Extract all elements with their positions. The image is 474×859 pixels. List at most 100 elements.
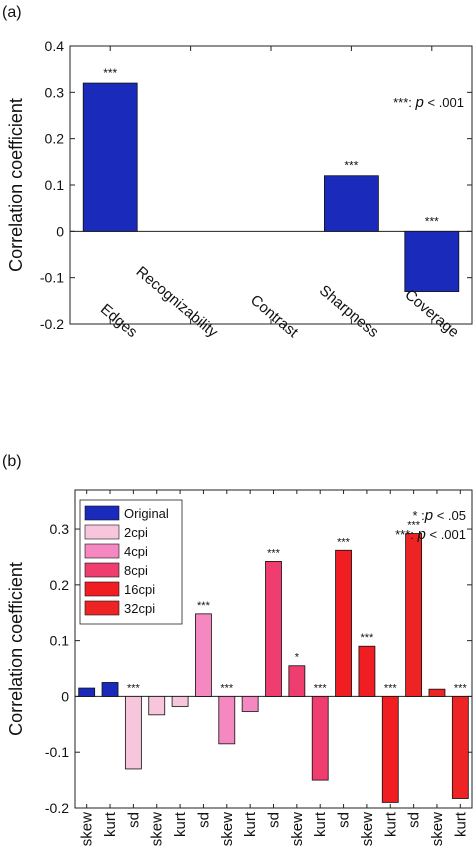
significance-marker-a: ***: [425, 214, 439, 228]
significance-marker-b: *: [295, 652, 300, 664]
legend-swatch-32cpi: [84, 600, 120, 616]
chart-a: 0.4 0.3 0.2 0.1 0 -0.1 -0.2 *** EdgesRecognizabi…: [6, 38, 473, 342]
annotation-suffix-a: < .001: [424, 95, 464, 110]
y-tick-label-b: 0: [61, 688, 69, 704]
bar-2cpi-sd: [124, 696, 142, 770]
x-tick-label-a: Edges: [97, 301, 141, 341]
significance-marker-a: ***: [344, 159, 358, 173]
significance-marker-b: ***: [127, 682, 141, 694]
bar-4cpi-kurt: [241, 696, 259, 712]
y-tick-label-a: -0.2: [40, 316, 64, 332]
x-tick-label-a: Recognizability: [133, 263, 222, 341]
bar-original-kurt: [101, 682, 119, 697]
y-tick-label-b: -0.2: [45, 800, 69, 816]
x-tick-label-b: kurt: [172, 811, 189, 837]
legend-label-32cpi: 32cpi: [124, 601, 155, 616]
significance-marker-a: ***: [103, 66, 117, 80]
panel-a-label: (a): [2, 4, 22, 21]
annotation-p-b: p: [417, 526, 426, 543]
bar-sharpness: [323, 175, 379, 232]
x-tick-label-a: Coverage: [401, 286, 462, 341]
y-tick-label-a: 0.2: [45, 131, 65, 147]
x-tick-label-b: kurt: [102, 811, 119, 837]
annotation-sep-b: :: [418, 508, 425, 523]
bar-4cpi-skew: [218, 696, 236, 745]
annotation-mark-b: *: [412, 508, 417, 523]
legend-label-8cpi: 8cpi: [124, 563, 148, 578]
y-tick-label-a: 0: [56, 223, 64, 239]
annotation-suffix-b: < .05: [433, 508, 466, 523]
legend-swatch-2cpi: [84, 524, 120, 540]
bar-2cpi-skew: [148, 696, 166, 716]
bar-8cpi-skew: [288, 665, 306, 697]
annotation-p-a: p: [415, 94, 424, 111]
legend-label-original: Original: [124, 506, 169, 521]
bar-8cpi-kurt: [311, 696, 329, 781]
annotation-sep-b: :: [410, 527, 417, 542]
x-tick-label-b: sd: [125, 812, 142, 828]
significance-marker-b: ***: [454, 682, 468, 694]
y-axis-label-a: Correlation coefficient: [6, 98, 26, 272]
y-tick-label-b: 0.1: [50, 633, 70, 649]
significance-legend-a: ***: p < .001: [393, 94, 464, 111]
significance-marker-b: ***: [384, 682, 398, 694]
x-tick-label-b: sd: [195, 812, 212, 828]
panel-b-label: (b): [2, 453, 22, 470]
annotation-mark-b: ***: [395, 527, 410, 542]
bar-4cpi-sd: [195, 613, 212, 697]
bar-original-skew: [78, 687, 96, 697]
x-tick-label-b: kurt: [312, 811, 329, 837]
x-tick-label-b: kurt: [242, 811, 259, 837]
significance-marker-b: ***: [360, 632, 374, 644]
y-tick-label-b: 0.2: [50, 577, 70, 593]
bar-32cpi-sd: [405, 533, 423, 697]
legend-swatch-16cpi: [84, 581, 120, 597]
x-tick-label-b: skew: [359, 812, 376, 846]
x-tick-label-b: skew: [149, 812, 166, 846]
x-tick-label-a: Contrast: [247, 292, 302, 342]
bar-16cpi-sd: [335, 549, 352, 697]
bar-2cpi-kurt: [171, 696, 189, 707]
significance-legend-b: ***: p < .001: [395, 526, 466, 543]
significance-marker-b: ***: [337, 536, 351, 548]
bar-16cpi-kurt: [381, 696, 399, 803]
significance-marker-b: ***: [314, 682, 328, 694]
x-tick-label-b: skew: [79, 812, 96, 846]
x-tick-label-b: kurt: [452, 811, 469, 837]
x-tick-label-b: skew: [289, 812, 306, 846]
significance-marker-b: ***: [407, 520, 421, 532]
y-tick-label-a: 0.3: [45, 84, 65, 100]
annotation-prefix-a: ***:: [393, 95, 415, 110]
significance-legend-b: * :p < .05: [412, 507, 466, 524]
legend-label-16cpi: 16cpi: [124, 582, 155, 597]
x-tick-label-a: Sharpness: [316, 282, 382, 341]
legend-label-2cpi: 2cpi: [124, 525, 148, 540]
significance-marker-b: ***: [267, 547, 281, 559]
x-tick-label-b: sd: [336, 812, 353, 828]
y-tick-label-b: -0.1: [45, 744, 69, 760]
significance-marker-b: ***: [220, 682, 234, 694]
bar-32cpi-kurt: [451, 696, 469, 799]
bar-16cpi-skew: [358, 645, 376, 697]
y-tick-label-a: 0.4: [45, 38, 65, 54]
x-tick-label-b: sd: [406, 812, 423, 828]
annotation-suffix-b: < .001: [426, 527, 466, 542]
y-axis-label-b: Correlation coefficient: [6, 562, 26, 736]
annotation-p-b: p: [424, 507, 433, 524]
bar-32cpi-skew: [428, 688, 446, 697]
x-tick-label-b: kurt: [382, 811, 399, 837]
y-tick-label-a: 0.1: [45, 177, 65, 193]
x-tick-label-b: skew: [219, 812, 236, 846]
y-tick-label-b: 0.3: [50, 521, 70, 537]
legend-swatch-8cpi: [84, 562, 120, 578]
bar-coverage: [404, 230, 460, 292]
significance-marker-b: ***: [197, 600, 211, 612]
x-tick-label-b: skew: [429, 812, 446, 846]
legend-swatch-4cpi: [84, 543, 120, 559]
bar-edges: [82, 82, 138, 232]
bar-8cpi-sd: [265, 561, 282, 697]
x-tick-label-b: sd: [266, 812, 283, 828]
y-tick-label-a: -0.1: [40, 270, 64, 286]
